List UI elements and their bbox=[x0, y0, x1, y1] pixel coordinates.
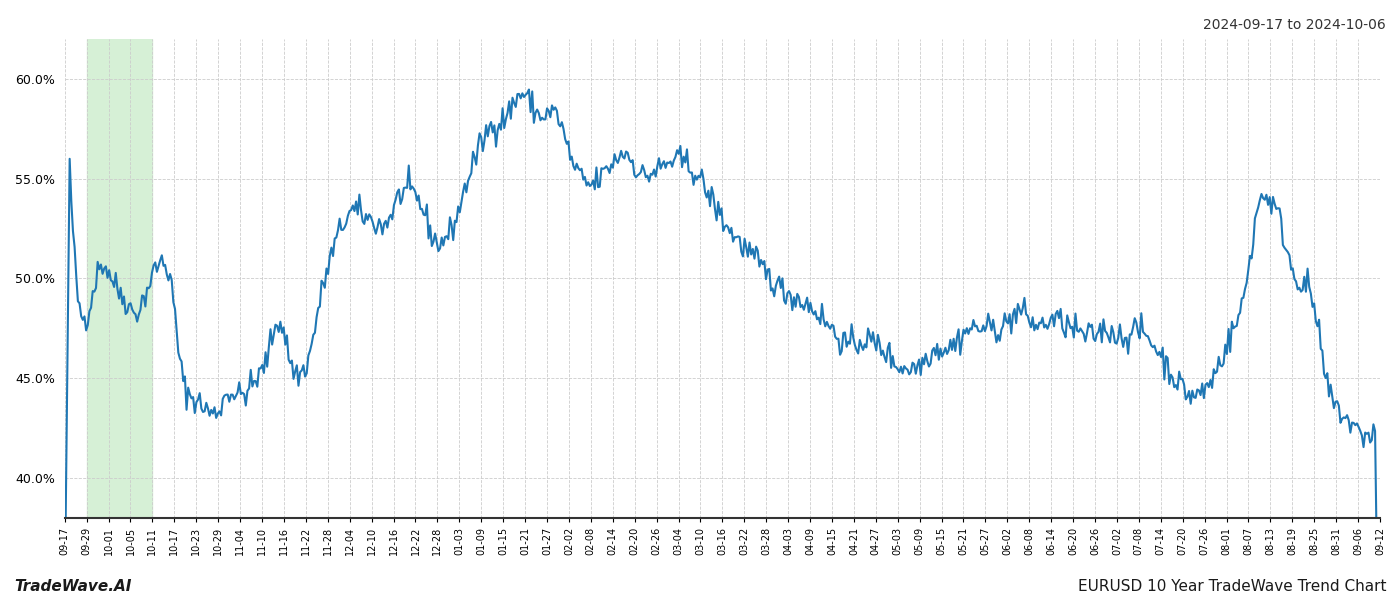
Text: TradeWave.AI: TradeWave.AI bbox=[14, 579, 132, 594]
Text: EURUSD 10 Year TradeWave Trend Chart: EURUSD 10 Year TradeWave Trend Chart bbox=[1078, 579, 1386, 594]
Text: 2024-09-17 to 2024-10-06: 2024-09-17 to 2024-10-06 bbox=[1203, 18, 1386, 32]
Bar bbox=[87, 39, 153, 518]
